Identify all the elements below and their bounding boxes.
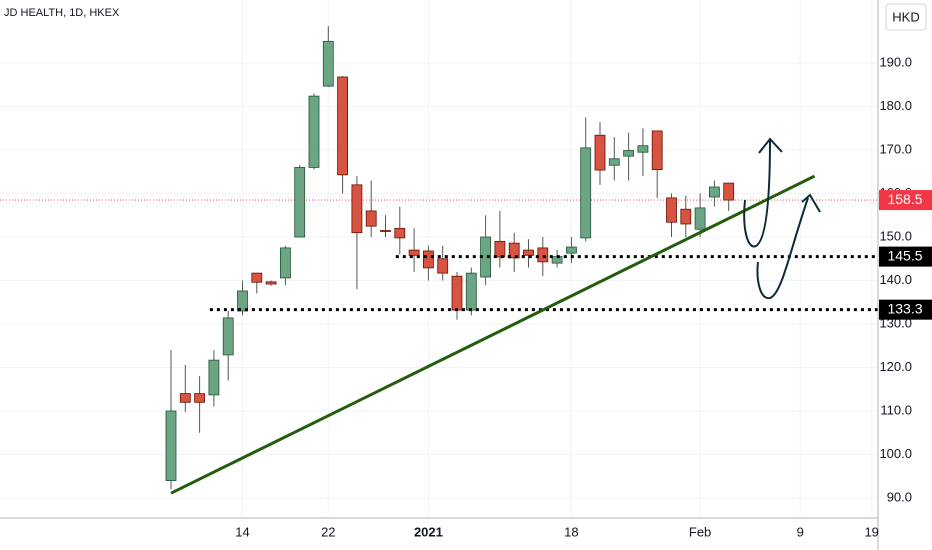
candle-body xyxy=(294,167,306,238)
candle-body xyxy=(279,247,291,279)
candle-body xyxy=(165,410,177,481)
last-price-label: 158.5 xyxy=(887,191,922,207)
y-tick-label: 150.0 xyxy=(879,228,912,243)
x-tick-label: 14 xyxy=(235,524,249,539)
candle-body xyxy=(508,242,520,259)
x-tick-label: 2021 xyxy=(414,524,443,539)
hand-arrow xyxy=(756,193,821,300)
candle-body xyxy=(694,207,706,230)
y-tick-label: 110.0 xyxy=(880,402,912,417)
candle-body xyxy=(651,130,663,171)
candle-body xyxy=(208,359,220,396)
y-tick-label: 100.0 xyxy=(879,446,912,461)
y-tick-label: 120.0 xyxy=(879,359,912,374)
candle-body xyxy=(723,182,735,201)
axis-labels: 90.0100.0110.0120.0130.0140.0150.0160.01… xyxy=(235,55,932,539)
chart-title: JD HEALTH, 1D, HKEX xyxy=(4,7,120,19)
y-tick-label: 190.0 xyxy=(879,55,912,70)
x-tick-label: 9 xyxy=(797,524,804,539)
y-tick-label: 180.0 xyxy=(879,98,912,113)
candle-body xyxy=(422,250,434,269)
candle-body xyxy=(179,393,191,403)
last-price-box xyxy=(879,190,932,211)
trendline xyxy=(170,174,816,495)
candle-body xyxy=(537,247,549,263)
candle-body xyxy=(666,197,677,223)
candle-body xyxy=(251,272,263,283)
candle-body xyxy=(437,258,449,274)
plot xyxy=(0,26,878,495)
candle-body xyxy=(308,95,320,168)
candle-body xyxy=(580,147,592,239)
y-tick-label: 90.0 xyxy=(887,489,912,504)
x-tick-label: 22 xyxy=(321,524,335,539)
candle-body xyxy=(709,186,720,198)
candle-body xyxy=(680,208,692,225)
candle-body xyxy=(594,134,606,171)
y-tick-label: 140.0 xyxy=(879,272,912,287)
level-label: 133.3 xyxy=(887,300,922,316)
candle-body xyxy=(237,290,248,312)
candle-body xyxy=(623,150,634,157)
candle-body xyxy=(465,272,477,311)
candle-body xyxy=(637,145,649,153)
currency: HKD xyxy=(892,9,919,24)
currency-box[interactable] xyxy=(885,3,927,31)
candle-body xyxy=(222,317,234,356)
x-tick-label: 18 xyxy=(564,524,578,539)
candle-body xyxy=(408,249,420,256)
x-tick-label: 19 xyxy=(864,524,878,539)
candle-body xyxy=(394,227,406,239)
hand-arrow xyxy=(743,137,783,248)
candle-body xyxy=(380,230,391,232)
candle-body xyxy=(194,393,206,403)
candle-body xyxy=(351,184,363,234)
y-tick-label: 170.0 xyxy=(879,141,912,156)
candle-body xyxy=(337,76,349,176)
candle-body xyxy=(494,240,506,258)
level-label: 145.5 xyxy=(887,247,922,263)
level-label-box xyxy=(879,246,932,267)
candle-body xyxy=(365,210,377,227)
candle-body xyxy=(265,281,277,285)
candle-body xyxy=(451,275,463,311)
x-tick-label: Feb xyxy=(689,524,711,539)
level-label-box xyxy=(879,299,932,320)
candle-body xyxy=(523,249,534,256)
candle-body xyxy=(322,40,334,87)
candle-body xyxy=(566,246,577,254)
candle-body xyxy=(608,158,620,166)
